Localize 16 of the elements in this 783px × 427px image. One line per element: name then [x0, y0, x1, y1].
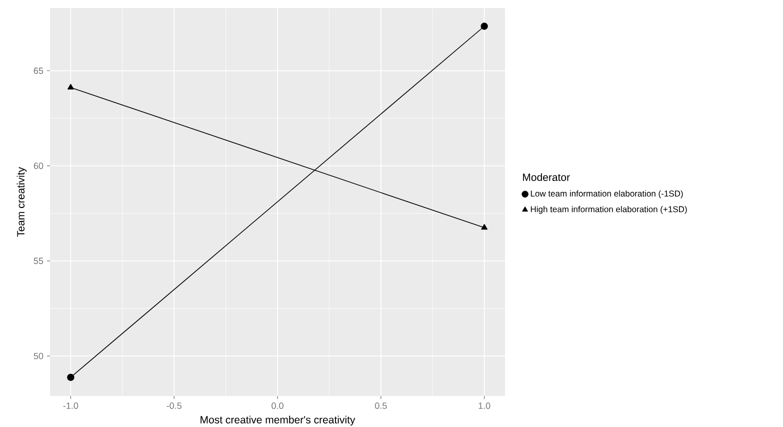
x-tick-label: 0.5 [375, 402, 387, 409]
y-axis-title: Team creativity [16, 167, 27, 237]
y-tick-label: 55 [34, 258, 44, 264]
y-tick-label: 50 [34, 352, 44, 360]
point [480, 22, 488, 30]
legend-label: Low team information elaboration (-1SD) [530, 190, 683, 198]
legend-title: Moderator [523, 173, 570, 181]
y-tick-label: 65 [34, 68, 44, 74]
x-tick-label: -0.5 [166, 402, 182, 409]
x-tick-label: 0.0 [272, 402, 284, 409]
legend-label: High team information elaboration (+1SD) [530, 206, 687, 214]
x-axis-title: Most creative member's creativity [200, 416, 356, 426]
point [67, 374, 74, 381]
x-tick-label: -1.0 [63, 402, 78, 409]
x-tick-label: 1.0 [478, 402, 490, 409]
y-tick-label: 60 [34, 162, 44, 170]
